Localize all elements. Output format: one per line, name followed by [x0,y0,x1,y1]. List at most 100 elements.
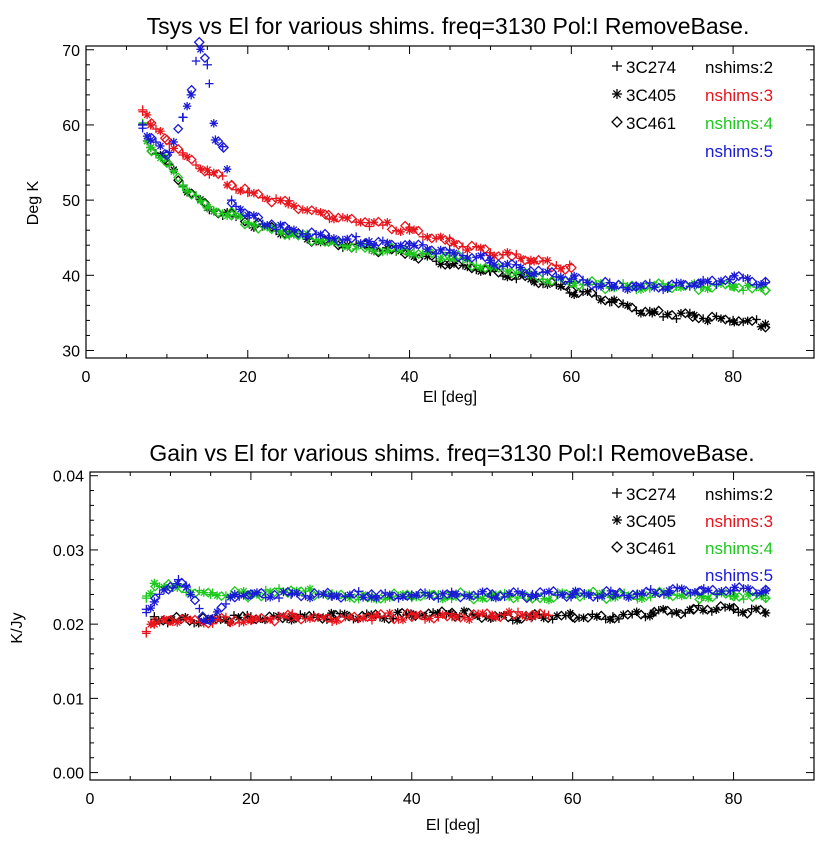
data-point [359,242,371,253]
data-point [364,236,374,247]
x-tick-label: 20 [239,369,257,386]
data-point [309,612,320,623]
data-point [138,105,148,115]
legend-marker [612,89,622,99]
data-point [466,240,477,251]
data-point [245,588,257,600]
gain-data-marks [141,575,771,638]
data-point [385,590,394,599]
data-point [706,275,718,286]
data-point [503,248,512,257]
data-point [296,591,307,602]
data-point [146,603,155,613]
series-nshims-3 [138,105,577,276]
data-point [681,608,690,618]
data-point [243,188,253,198]
data-point [520,255,531,266]
x-tick-label: 80 [724,369,742,386]
data-point [672,314,681,323]
data-point [256,612,267,624]
data-point [694,594,705,605]
data-point [146,120,156,130]
data-point [383,247,392,256]
data-point [760,319,771,329]
data-point [476,243,485,253]
data-point [526,255,536,265]
data-point [399,245,411,256]
data-point [534,608,546,619]
data-point [253,223,264,234]
legend-source-label: 3C274 [626,485,676,504]
data-point [186,590,195,599]
data-point [518,589,527,598]
data-point [582,612,594,623]
data-point [465,615,474,624]
data-point [212,607,222,617]
data-point [653,282,664,293]
data-point [538,256,548,266]
data-point [161,149,173,161]
legend-source-label: 3C405 [626,512,676,531]
series-nshims-5 [138,36,771,295]
data-point [418,240,428,250]
data-point [508,609,519,621]
data-point [406,611,418,623]
data-point [227,195,237,205]
data-point [226,198,237,209]
data-point [169,167,178,176]
data-point [226,206,237,217]
legend-marker [612,488,622,498]
data-point [216,602,227,613]
tsys-legend: 3C274 3C405 3C461 nshims:2 nshims:3 nshi… [611,58,773,161]
data-point [455,612,466,623]
data-point [222,164,232,174]
data-point [520,268,531,279]
data-point [434,613,443,622]
data-point [221,599,231,609]
data-point [333,237,344,248]
data-point [415,609,426,621]
data-point [351,232,361,241]
data-point [521,611,532,622]
data-point [239,617,248,627]
data-point [146,132,157,143]
data-point [444,250,456,263]
data-point [664,586,674,596]
data-point [480,251,491,263]
data-point [596,610,607,621]
y-tick-label: 0.00 [53,766,84,783]
data-point [266,197,277,208]
data-point [543,610,554,620]
data-point [216,591,227,602]
data-point [712,590,722,599]
data-point [413,225,424,236]
y-tick-label: 0.02 [53,617,84,634]
data-point [693,284,704,296]
data-point [706,282,718,293]
data-point [415,588,426,599]
series-nshims-2 [138,120,771,333]
data-point [323,209,335,221]
data-point [346,213,357,224]
data-point [305,593,315,603]
data-point [269,589,280,600]
data-point [149,578,159,588]
data-point [173,172,184,183]
data-point [351,244,361,254]
gain-plot: Gain vs El for various shims. freq=3130 … [9,440,815,834]
data-point [423,244,432,254]
data-point [752,315,761,324]
series-nshims-5 [141,575,771,626]
data-point [229,615,240,626]
data-point [345,590,355,599]
data-point [285,611,297,623]
data-point [627,610,637,619]
data-point [561,591,572,602]
data-point [412,590,421,600]
data-point [727,273,739,285]
tsys-x-axis-label: El [deg] [423,389,477,406]
data-point [163,615,174,627]
data-point [613,279,624,290]
legend-series-label: nshims:5 [705,142,773,161]
data-point [600,276,611,287]
